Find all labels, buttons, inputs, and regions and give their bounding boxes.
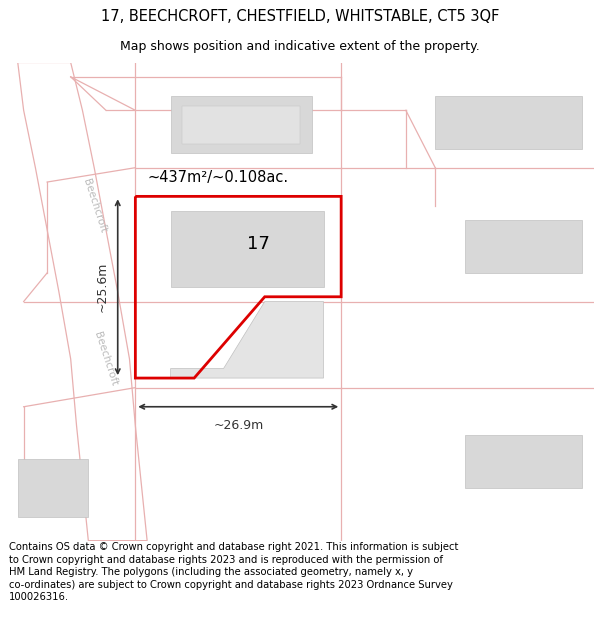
Text: ~437m²/~0.108ac.: ~437m²/~0.108ac. bbox=[147, 170, 288, 185]
Text: ~25.6m: ~25.6m bbox=[96, 262, 109, 312]
Text: Map shows position and indicative extent of the property.: Map shows position and indicative extent… bbox=[120, 40, 480, 52]
Text: Beechcroft: Beechcroft bbox=[81, 177, 107, 234]
Text: 17: 17 bbox=[247, 235, 270, 253]
Polygon shape bbox=[464, 436, 582, 488]
Polygon shape bbox=[18, 62, 147, 541]
Polygon shape bbox=[170, 96, 312, 153]
Polygon shape bbox=[182, 106, 300, 144]
Polygon shape bbox=[435, 96, 582, 149]
Text: Beechcroft: Beechcroft bbox=[92, 331, 119, 388]
Text: 17, BEECHCROFT, CHESTFIELD, WHITSTABLE, CT5 3QF: 17, BEECHCROFT, CHESTFIELD, WHITSTABLE, … bbox=[101, 9, 499, 24]
Polygon shape bbox=[170, 301, 323, 378]
Text: Contains OS data © Crown copyright and database right 2021. This information is : Contains OS data © Crown copyright and d… bbox=[9, 542, 458, 602]
Polygon shape bbox=[170, 211, 323, 288]
Polygon shape bbox=[18, 459, 88, 517]
Text: ~26.9m: ~26.9m bbox=[213, 419, 263, 432]
Polygon shape bbox=[464, 220, 582, 273]
